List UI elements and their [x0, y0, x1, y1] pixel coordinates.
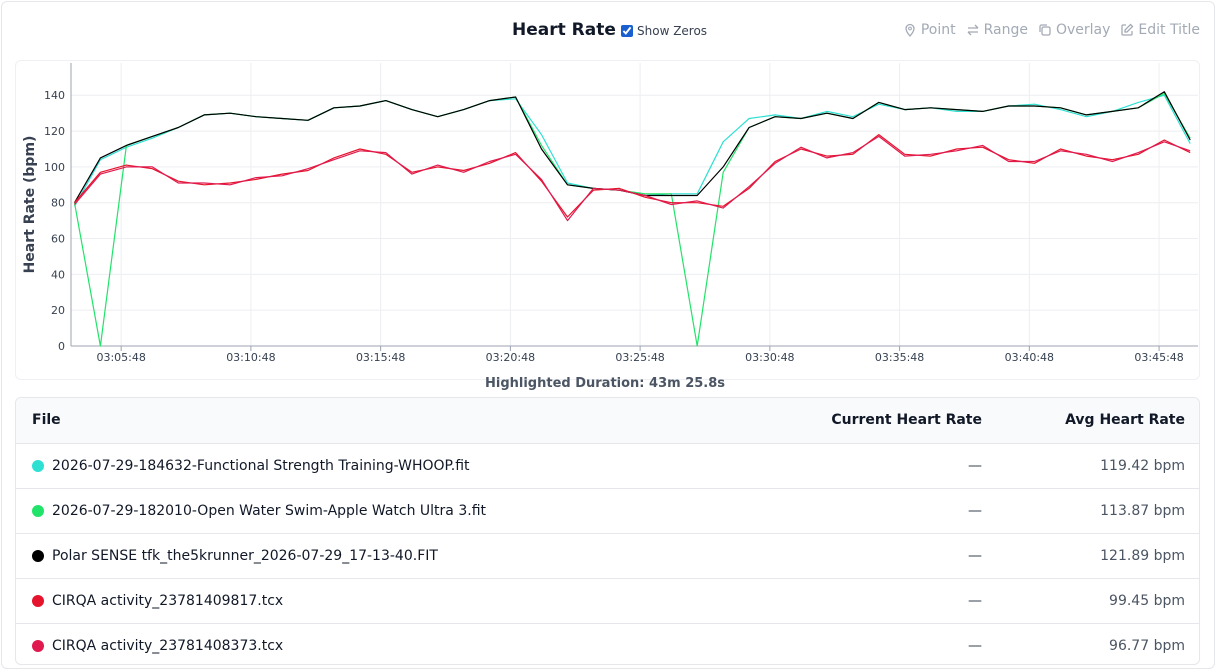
- file-name: 2026-07-29-182010-Open Water Swim-Apple …: [52, 503, 486, 519]
- series-color-dot: [32, 640, 44, 652]
- toggle-label: Show Zeros: [637, 24, 708, 38]
- x-tick-label: 03:10:48: [226, 351, 275, 364]
- file-name: Polar SENSE tfk_the5krunner_2026-07-29_1…: [52, 548, 438, 564]
- table-row: 2026-07-29-182010-Open Water Swim-Apple …: [16, 488, 1199, 533]
- icon: [967, 24, 979, 36]
- table-row: Polar SENSE tfk_the5krunner_2026-07-29_1…: [16, 533, 1199, 578]
- checkbox[interactable]: [621, 25, 633, 37]
- table-row: CIRQA activity_23781408373.tcx — 96.77 bpm: [16, 623, 1199, 664]
- chart-card: 0 20 40 60 80 100 120 140 03:05:48 03:10:48 03:15:…: [15, 60, 1200, 380]
- series-color-dot: [32, 460, 44, 472]
- column-header: Avg Heart Rate: [1065, 412, 1185, 428]
- file-name: 2026-07-29-184632-Functional Strength Tr…: [52, 458, 470, 474]
- y-tick-label: 40: [51, 268, 65, 281]
- button-label: Edit Title: [1138, 22, 1200, 38]
- icon: [1121, 23, 1134, 36]
- series-color-dot: [32, 505, 44, 517]
- file-name: CIRQA activity_23781409817.tcx: [52, 593, 284, 609]
- table-header: File Current Heart Rate Avg Heart Rate: [16, 398, 1199, 443]
- range-button[interactable]: Range: [966, 22, 1028, 38]
- series-line: [73, 94, 1191, 207]
- x-tick-label: 03:05:48: [96, 351, 145, 364]
- edit-title-button[interactable]: Edit Title: [1120, 22, 1200, 38]
- y-tick-label: 60: [51, 233, 65, 246]
- chart: 0 20 40 60 80 100 120 140 03:05:48 03:10:48 03:15:…: [22, 63, 1198, 364]
- current-heart-rate: —: [968, 458, 982, 474]
- button-label: Range: [983, 22, 1028, 38]
- x-tick-label: 03:30:48: [745, 351, 794, 364]
- x-tick-label: 03:20:48: [486, 351, 535, 364]
- y-tick-label: 100: [44, 161, 65, 174]
- series-line: [74, 135, 1191, 222]
- button-label: Point: [920, 22, 956, 38]
- avg-heart-rate: 121.89 bpm: [1100, 548, 1185, 564]
- icon: [1039, 24, 1051, 36]
- overlay-button[interactable]: Overlay: [1038, 22, 1110, 38]
- series-color-dot: [32, 550, 44, 562]
- series-color-dot: [32, 595, 44, 607]
- y-tick-label: 140: [44, 89, 65, 102]
- highlighted-duration: Highlighted Duration: 43m 25.8s: [484, 376, 726, 391]
- avg-heart-rate: 96.77 bpm: [1109, 638, 1185, 654]
- icon: [905, 23, 915, 37]
- x-tick-label: 03:25:48: [615, 351, 664, 364]
- x-tick-label: 03:45:48: [1134, 351, 1183, 364]
- y-tick-label: 120: [44, 125, 65, 138]
- y-tick-label: 0: [58, 340, 65, 353]
- file-name: CIRQA activity_23781408373.tcx: [52, 638, 284, 654]
- show-zeros-toggle[interactable]: Show Zeros: [621, 24, 707, 38]
- column-header: File: [32, 412, 61, 428]
- current-heart-rate: —: [968, 548, 982, 564]
- current-heart-rate: —: [968, 638, 982, 654]
- current-heart-rate: —: [968, 503, 982, 519]
- file-table: File Current Heart Rate Avg Heart Rate 2…: [15, 397, 1200, 665]
- x-tick-label: 03:40:48: [1005, 351, 1054, 364]
- x-tick-label: 03:35:48: [875, 351, 924, 364]
- series-line: [73, 91, 1191, 204]
- y-tick-label: 80: [51, 197, 65, 210]
- table-row: 2026-07-29-184632-Functional Strength Tr…: [16, 443, 1199, 488]
- y-axis-title: Heart Rate (bpm): [22, 136, 38, 274]
- toolbar: Point Range Overlay Edit Title: [903, 22, 1200, 38]
- current-heart-rate: —: [968, 593, 982, 609]
- avg-heart-rate: 99.45 bpm: [1109, 593, 1185, 609]
- point-button[interactable]: Point: [903, 22, 956, 38]
- column-header: Current Heart Rate: [831, 412, 982, 428]
- series-line: [74, 134, 1191, 218]
- avg-heart-rate: 113.87 bpm: [1100, 503, 1185, 519]
- y-tick-label: 20: [51, 304, 65, 317]
- button-label: Overlay: [1055, 22, 1111, 38]
- table-row: CIRQA activity_23781409817.tcx — 99.45 bpm: [16, 578, 1199, 623]
- chart-title: Heart Rate: [512, 20, 616, 40]
- x-tick-label: 03:15:48: [356, 351, 405, 364]
- avg-heart-rate: 119.42 bpm: [1100, 458, 1185, 474]
